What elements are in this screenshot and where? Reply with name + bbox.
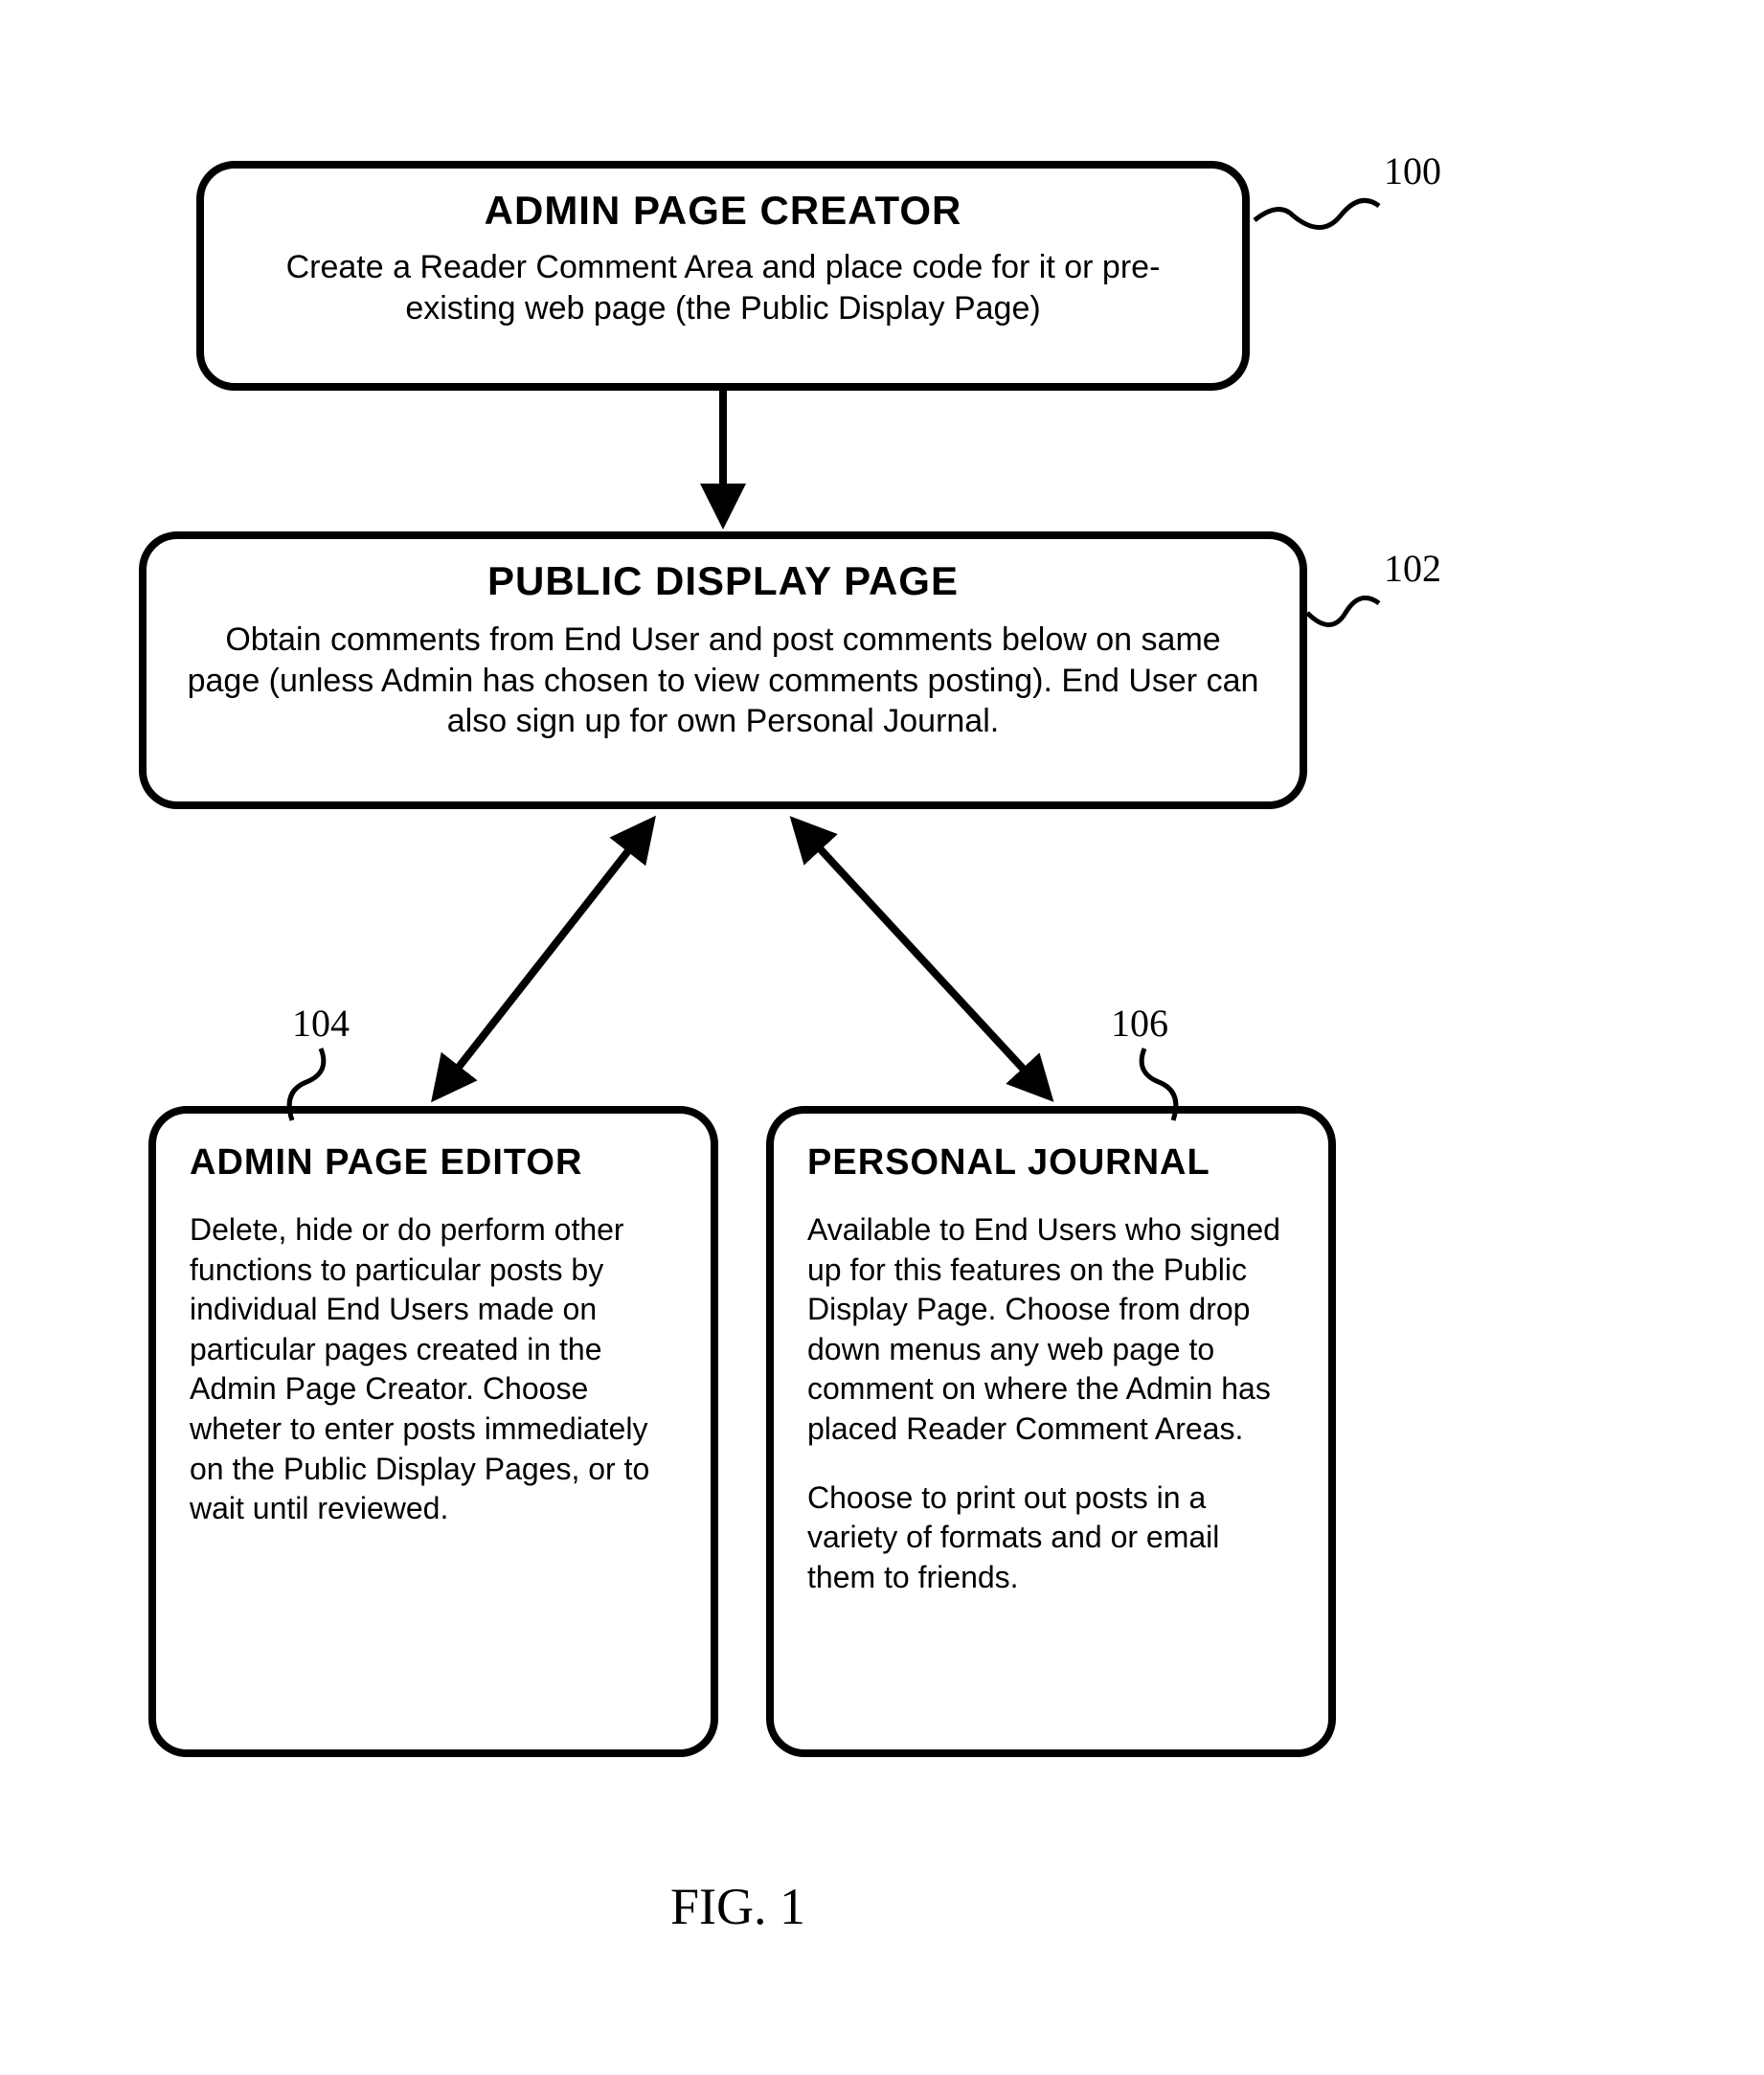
node-title: ADMIN PAGE EDITOR <box>190 1142 677 1184</box>
node-admin-editor: ADMIN PAGE EDITOR Delete, hide or do per… <box>148 1106 718 1757</box>
leader-102 <box>1307 598 1379 624</box>
leader-100 <box>1255 200 1379 227</box>
node-body: Delete, hide or do perform other functio… <box>190 1210 677 1529</box>
node-personal-journal: PERSONAL JOURNAL Available to End Users … <box>766 1106 1336 1757</box>
figure-caption: FIG. 1 <box>670 1877 805 1936</box>
ref-label-102: 102 <box>1384 546 1441 591</box>
node-title: ADMIN PAGE CREATOR <box>233 188 1213 234</box>
node-body: Create a Reader Comment Area and place c… <box>233 247 1213 328</box>
ref-label-104: 104 <box>292 1001 350 1046</box>
edge-display-to-editor <box>436 822 651 1096</box>
diagram-canvas: ADMIN PAGE CREATOR Create a Reader Comme… <box>0 0 1764 2075</box>
node-body: Available to End Users who signed up for… <box>807 1210 1295 1450</box>
node-body: Obtain comments from End User and post c… <box>175 620 1271 742</box>
node-public-display: PUBLIC DISPLAY PAGE Obtain comments from… <box>139 531 1307 809</box>
node-title: PUBLIC DISPLAY PAGE <box>175 558 1271 604</box>
edge-display-to-journal <box>795 822 1049 1096</box>
node-body-2: Choose to print out posts in a variety o… <box>807 1478 1295 1598</box>
node-admin-creator: ADMIN PAGE CREATOR Create a Reader Comme… <box>196 161 1250 391</box>
ref-label-100: 100 <box>1384 148 1441 193</box>
node-title: PERSONAL JOURNAL <box>807 1142 1295 1184</box>
ref-label-106: 106 <box>1111 1001 1168 1046</box>
